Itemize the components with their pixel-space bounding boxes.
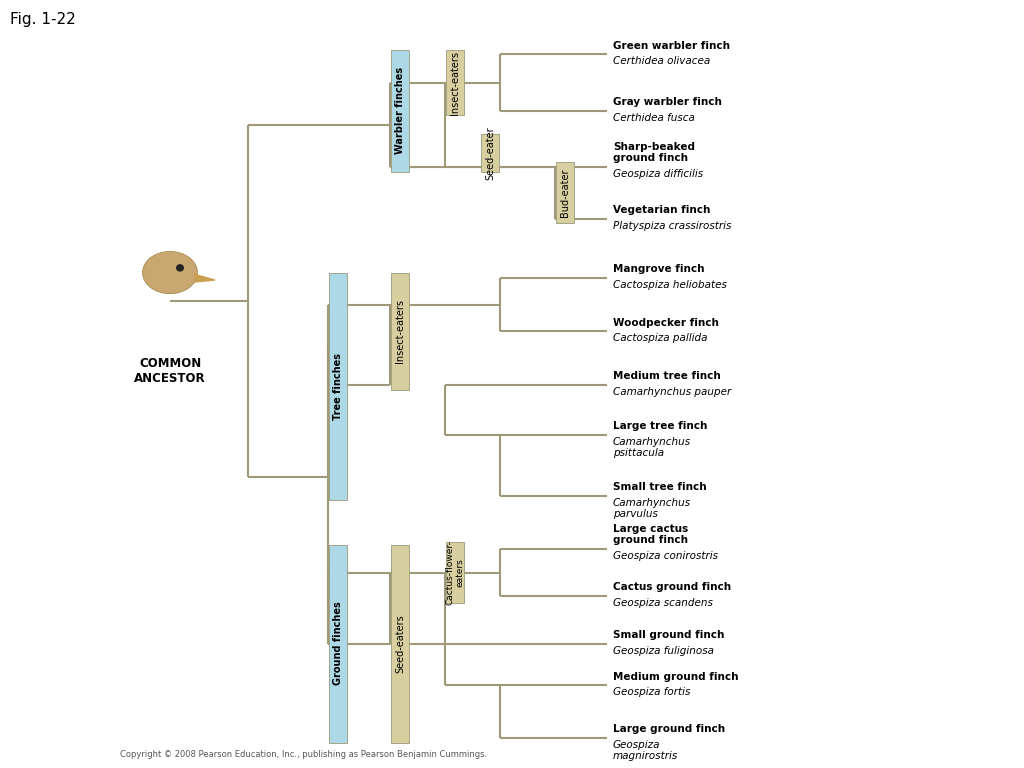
Text: Geospiza difficilis: Geospiza difficilis: [613, 169, 703, 179]
Text: Mangrove finch: Mangrove finch: [613, 264, 705, 274]
Text: Geospiza fuliginosa: Geospiza fuliginosa: [613, 646, 714, 656]
FancyBboxPatch shape: [391, 50, 409, 172]
Text: Vegetarian finch: Vegetarian finch: [613, 205, 711, 215]
Text: Bud-eater: Bud-eater: [560, 169, 570, 217]
FancyBboxPatch shape: [329, 545, 347, 743]
Text: Ground finches: Ground finches: [333, 601, 343, 686]
Text: Camarhynchus
parvulus: Camarhynchus parvulus: [613, 498, 691, 519]
Text: Geospiza scandens: Geospiza scandens: [613, 598, 713, 608]
Text: Green warbler finch: Green warbler finch: [613, 41, 730, 51]
FancyBboxPatch shape: [329, 273, 347, 501]
FancyBboxPatch shape: [481, 134, 499, 172]
Text: Medium ground finch: Medium ground finch: [613, 672, 738, 682]
Text: Geospiza
magnirostris: Geospiza magnirostris: [613, 740, 678, 761]
Text: Copyright © 2008 Pearson Education, Inc., publishing as Pearson Benjamin Cumming: Copyright © 2008 Pearson Education, Inc.…: [120, 750, 487, 759]
Text: Certhidea fusca: Certhidea fusca: [613, 113, 695, 123]
Text: Gray warbler finch: Gray warbler finch: [613, 97, 722, 107]
Text: Warbler finches: Warbler finches: [395, 68, 406, 154]
Text: Certhidea olivacea: Certhidea olivacea: [613, 56, 711, 66]
FancyBboxPatch shape: [446, 542, 464, 603]
Text: Seed-eaters: Seed-eaters: [395, 614, 406, 673]
Text: Sharp-beaked
ground finch: Sharp-beaked ground finch: [613, 142, 695, 164]
Text: Woodpecker finch: Woodpecker finch: [613, 318, 719, 328]
Text: Geospiza conirostris: Geospiza conirostris: [613, 551, 718, 561]
Text: Small tree finch: Small tree finch: [613, 482, 707, 492]
Ellipse shape: [142, 251, 198, 293]
FancyBboxPatch shape: [391, 545, 409, 743]
Polygon shape: [195, 274, 215, 282]
Text: Cactus ground finch: Cactus ground finch: [613, 582, 731, 592]
Text: Large tree finch: Large tree finch: [613, 421, 708, 431]
Text: Large cactus
ground finch: Large cactus ground finch: [613, 524, 688, 545]
Text: COMMON
ANCESTOR: COMMON ANCESTOR: [134, 357, 206, 385]
Text: Insect-eaters: Insect-eaters: [450, 51, 460, 114]
Text: Fig. 1-22: Fig. 1-22: [10, 12, 76, 27]
FancyBboxPatch shape: [446, 50, 464, 115]
Text: Cactospiza heliobates: Cactospiza heliobates: [613, 280, 727, 290]
Text: Cactus-flower-
eaters: Cactus-flower- eaters: [445, 541, 465, 605]
Text: Platyspiza crassirostris: Platyspiza crassirostris: [613, 220, 731, 230]
Text: Geospiza fortis: Geospiza fortis: [613, 687, 690, 697]
Text: Seed-eater: Seed-eater: [485, 126, 495, 180]
FancyBboxPatch shape: [391, 273, 409, 389]
Text: Camarhynchus
psittacula: Camarhynchus psittacula: [613, 436, 691, 458]
Text: Cactospiza pallida: Cactospiza pallida: [613, 333, 708, 343]
Text: Insect-eaters: Insect-eaters: [395, 300, 406, 363]
Text: Camarhynchus pauper: Camarhynchus pauper: [613, 387, 731, 397]
Text: Large ground finch: Large ground finch: [613, 724, 725, 734]
FancyBboxPatch shape: [556, 162, 574, 223]
Text: Medium tree finch: Medium tree finch: [613, 371, 721, 381]
Text: Tree finches: Tree finches: [333, 353, 343, 420]
Text: Small ground finch: Small ground finch: [613, 631, 724, 641]
Circle shape: [176, 264, 184, 272]
